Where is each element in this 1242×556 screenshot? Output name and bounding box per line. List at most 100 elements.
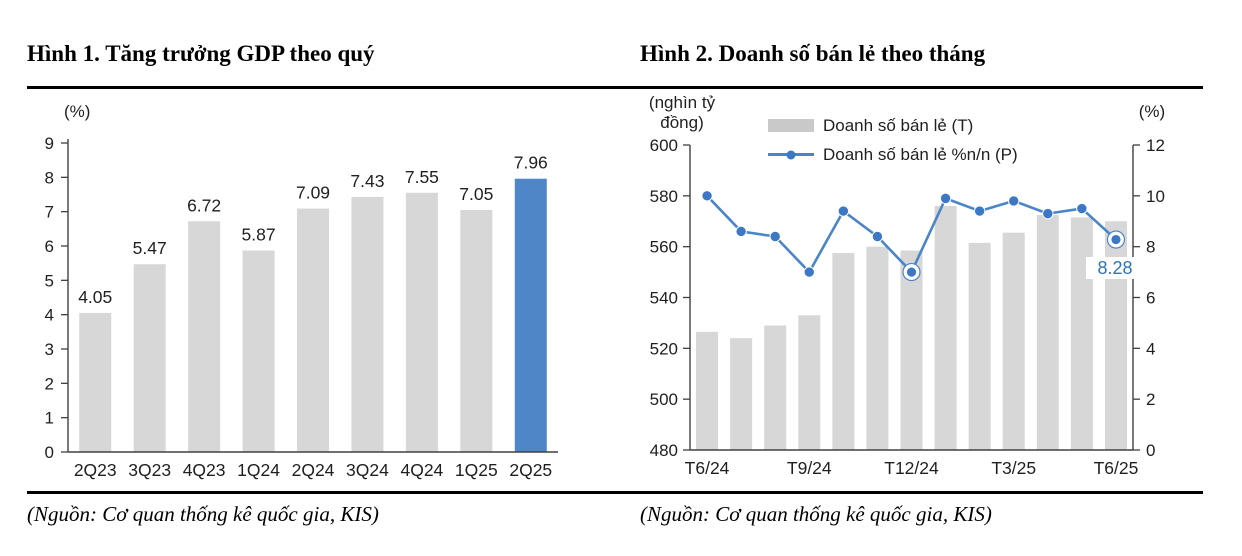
gdp-y-tick-label: 2 [45,374,54,393]
retail-x-tick-label: T3/25 [991,458,1036,478]
retail-right-tick-label: 12 [1146,136,1165,155]
gdp-bar-value-label: 5.87 [242,224,276,244]
line-marker [735,225,747,238]
figure1-title: Hình 1. Tăng trưởng GDP theo quý [27,41,375,66]
gdp-y-tick-label: 6 [45,237,54,256]
retail-x-tick-label: T6/25 [1094,458,1139,478]
gdp-bar-value-label: 4.05 [78,287,112,307]
gdp-bar-highlight [514,178,547,452]
line-value-callout: 8.28 [1086,257,1144,279]
gdp-y-tick-label: 9 [45,134,54,153]
gdp-y-axis-caption: (%) [64,102,91,121]
gdp-bar [460,209,493,452]
gdp-bar [133,264,166,452]
gdp-bar [188,221,221,452]
line-marker-highlight [906,267,917,277]
retail-right-tick-label: 2 [1146,390,1155,409]
retail-right-axis-caption: (%) [1138,102,1166,121]
retail-bar [1070,217,1093,450]
top-divider [27,86,1203,89]
retail-bar [1002,232,1025,450]
retail-bar [1104,221,1127,450]
gdp-x-tick-label: 3Q23 [128,460,171,480]
line-marker [1076,202,1088,215]
gdp-x-tick-label: 4Q23 [183,460,226,480]
retail-x-tick-label: T6/24 [685,458,730,478]
line-marker [939,192,952,205]
gdp-y-tick-label: 1 [45,409,54,428]
gdp-y-tick-label: 7 [45,203,54,222]
retail-left-tick-label: 500 [650,390,678,409]
retail-left-tick-label: 560 [650,238,678,257]
legend-row-line: Doanh số bán lẻ %n/n (P) [768,140,1018,169]
retail-bar [832,253,855,450]
gdp-bar [297,208,329,452]
gdp-x-tick-label: 1Q24 [237,460,280,480]
legend-bar-label: Doanh số bán lẻ (T) [823,115,974,135]
retail-bar [696,331,719,450]
line-marker [803,266,815,278]
retail-bar [1036,214,1059,450]
gdp-y-tick-label: 8 [45,168,54,187]
retail-left-tick-label: 480 [650,441,678,460]
gdp-bar-chart: 0 1 2 3 4 5 6 7 8 9 4.05 2Q23 5.47 3Q23 6.72 4Q23 5.87 1Q… [45,134,558,480]
gdp-x-tick-label: 4Q24 [400,460,443,480]
gdp-y-tick-label: 3 [45,340,54,359]
line-marker-highlight [1111,234,1121,245]
retail-right-tick-label: 0 [1146,441,1155,460]
legend-row-bars: Doanh số bán lẻ (T) [768,111,1018,140]
retail-left-tick-label: 600 [650,136,678,155]
retail-right-tick-label: 8 [1146,238,1155,257]
figure2-source: (Nguồn: Cơ quan thống kê quốc gia, KIS) [640,502,992,526]
gdp-bar-value-label: 6.72 [187,195,221,215]
retail-left-tick-label: 580 [650,187,678,206]
line-marker [1042,207,1054,220]
line-marker [769,230,781,243]
legend-line-swatch-icon [768,150,814,159]
retail-x-tick-label: T12/24 [884,458,939,478]
line-marker [701,190,713,202]
retail-x-tick-label: T9/24 [787,458,832,478]
line-marker [871,230,884,243]
gdp-bar-value-label: 5.47 [133,238,167,258]
line-marker [1008,195,1020,207]
gdp-y-tick-label: 5 [45,271,54,290]
gdp-bar-value-label: 7.05 [459,184,493,204]
retail-bar [798,315,821,450]
retail-bar [968,242,991,450]
gdp-bar [405,192,438,452]
gdp-bar [242,250,275,452]
legend-line-label: Doanh số bán lẻ %n/n (P) [823,144,1018,164]
gdp-x-tick-label: 3Q24 [346,460,389,480]
retail-bar [730,338,753,450]
retail-left-axis-caption: (nghìn tỷ đồng) [648,93,716,132]
legend-bar-swatch-icon [768,119,814,132]
gdp-y-tick-label: 4 [45,306,54,325]
line-marker [837,205,850,217]
gdp-bar-value-label: 7.96 [514,153,548,173]
gdp-bar-value-label: 7.43 [350,171,384,191]
retail-bar [764,325,787,450]
gdp-x-tick-label: 1Q25 [455,460,498,480]
retail-left-tick-label: 540 [650,289,678,308]
figure1-source: (Nguồn: Cơ quan thống kê quốc gia, KIS) [27,502,379,526]
gdp-y-tick-label: 0 [45,443,54,462]
retail-bar [934,206,957,450]
line-marker [973,205,986,217]
gdp-bar [351,196,384,452]
retail-right-tick-label: 4 [1146,339,1155,358]
gdp-x-tick-label: 2Q24 [292,460,335,480]
retail-legend: Doanh số bán lẻ (T) Doanh số bán lẻ %n/n… [768,111,1018,169]
retail-bar [900,250,923,450]
retail-right-tick-label: 10 [1146,187,1165,206]
figure2-title: Hình 2. Doanh số bán lẻ theo tháng [640,41,986,66]
gdp-x-tick-label: 2Q23 [74,460,117,480]
gdp-bar [79,312,112,452]
gdp-bar-value-label: 7.09 [296,183,330,203]
retail-left-tick-label: 520 [650,339,678,358]
gdp-bar-value-label: 7.55 [405,167,439,187]
retail-bar [866,246,889,450]
bottom-divider [27,491,1203,494]
retail-right-tick-label: 6 [1146,289,1155,308]
